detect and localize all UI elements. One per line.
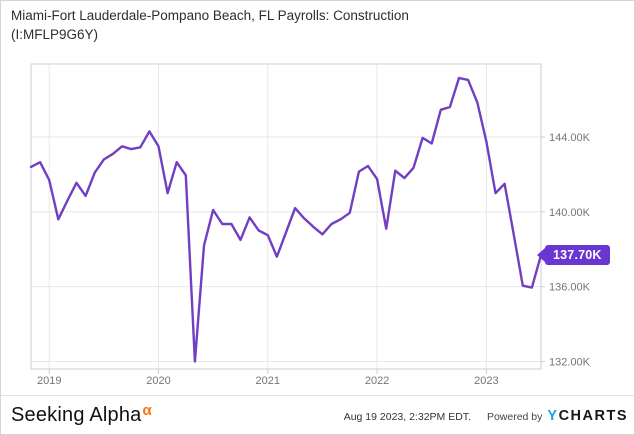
footer-right: Aug 19 2023, 2:32PM EDT. Powered by YCHA… [343, 396, 628, 434]
x-axis-tick-label: 2022 [365, 375, 389, 387]
plot-frame [30, 63, 542, 370]
axis-ticks [48, 136, 545, 374]
payrolls-series-line [29, 76, 543, 363]
x-axis-tick-label: 2020 [146, 375, 170, 387]
footer: Seeking Alphaα Aug 19 2023, 2:32PM EDT. … [1, 396, 634, 434]
y-axis-tick-label: 140.00K [549, 207, 591, 219]
powered-by-label: Powered by [486, 411, 543, 423]
axis-labels: 2019 2020 2021 2022 2023 144.00K 140.00K 136.00… [37, 132, 591, 387]
seeking-alpha-wordmark: Seeking Alpha [11, 404, 142, 426]
plot-border [30, 63, 542, 370]
y-axis-tick-label: 136.00K [549, 282, 591, 294]
last-value-badge: 137.70K [545, 245, 610, 265]
y-axis-tick-label: 144.00K [549, 132, 591, 144]
last-value-badge-arrow [537, 248, 545, 262]
ycharts-logo: YCHARTS [547, 408, 628, 424]
seeking-alpha-alpha-icon: α [142, 402, 152, 419]
chart-title-line2: (I:MFLP9G6Y) [11, 26, 99, 42]
x-axis-tick-label: 2023 [474, 375, 498, 387]
seeking-alpha-logo: Seeking Alphaα [11, 402, 152, 427]
timestamp: Aug 19 2023, 2:32PM EDT. [343, 411, 471, 423]
x-axis-tick-label: 2021 [256, 375, 280, 387]
x-axis-tick-label: 2019 [37, 375, 61, 387]
ycharts-logo-y: Y [547, 408, 559, 424]
chart-title: Miami-Fort Lauderdale-Pompano Beach, FL … [11, 7, 571, 44]
ycharts-logo-charts: CHARTS [558, 408, 628, 424]
chart-title-line1: Miami-Fort Lauderdale-Pompano Beach, FL … [11, 8, 409, 23]
y-axis-tick-label: 132.00K [549, 357, 591, 369]
gridlines [31, 64, 541, 369]
footer-divider [1, 395, 634, 396]
